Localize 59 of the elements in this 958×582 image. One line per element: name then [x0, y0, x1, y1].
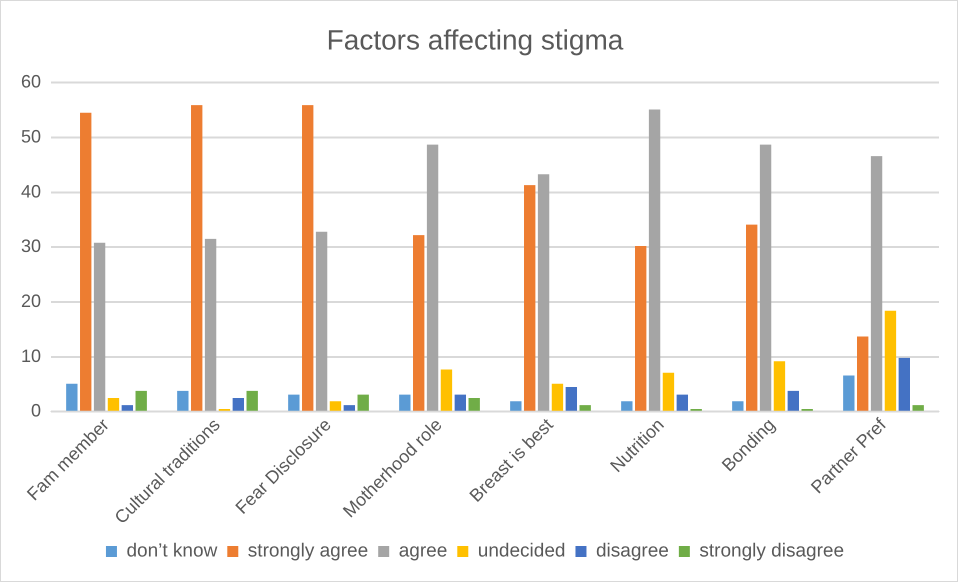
legend-label: don’t know: [126, 540, 218, 562]
bar: [635, 246, 646, 411]
bar: [760, 144, 772, 411]
bar: [288, 394, 300, 411]
legend-label: strongly agree: [248, 540, 368, 562]
y-tick-label: 50: [20, 126, 42, 146]
bar: [857, 336, 868, 411]
bar: [843, 375, 855, 411]
bar: [580, 405, 591, 411]
bar: [177, 390, 189, 411]
bar: [468, 398, 480, 411]
y-tick-label: 30: [20, 236, 42, 256]
bar: [413, 235, 424, 411]
y-tick-label: 10: [20, 346, 42, 366]
bar: [66, 384, 78, 411]
bar: [122, 405, 134, 411]
bar: [621, 401, 633, 411]
bar: [358, 394, 369, 411]
bar: [454, 394, 466, 411]
bar: [788, 390, 800, 411]
bar: [94, 242, 106, 411]
y-tick-label: 40: [20, 181, 42, 202]
y-tick-label: 60: [20, 72, 42, 92]
bar: [552, 384, 564, 411]
bar: [732, 401, 744, 411]
bar: [316, 232, 328, 411]
bar: [662, 372, 674, 411]
bar: [80, 112, 92, 411]
bar: [330, 401, 342, 411]
legend-label: strongly disagree: [699, 540, 844, 562]
bar: [191, 105, 202, 411]
bar: [538, 174, 550, 411]
legend-label: disagree: [596, 540, 669, 562]
bar: [566, 387, 578, 411]
bar: [426, 144, 438, 411]
bar: [440, 369, 452, 411]
y-tick-label: 20: [20, 290, 42, 311]
bar: [884, 310, 896, 411]
chart-title: Factors affecting stigma: [326, 24, 624, 56]
bar: [870, 156, 882, 411]
bar: [648, 109, 660, 411]
bar: [108, 398, 120, 411]
bar: [912, 405, 924, 411]
bar: [746, 224, 758, 411]
bar: [898, 358, 910, 411]
bar: [344, 405, 356, 411]
legend-label: undecided: [478, 540, 566, 562]
bar: [774, 361, 786, 411]
bar: [510, 401, 522, 411]
bar: [246, 390, 258, 411]
bar: [204, 238, 216, 411]
legend-label: agree: [398, 540, 448, 562]
bar: [524, 185, 536, 411]
bar: [136, 390, 147, 411]
bar: [302, 105, 314, 411]
bar: [399, 394, 411, 411]
bar: [232, 398, 244, 411]
y-tick-label: 0: [31, 400, 42, 421]
bar: [676, 394, 688, 411]
